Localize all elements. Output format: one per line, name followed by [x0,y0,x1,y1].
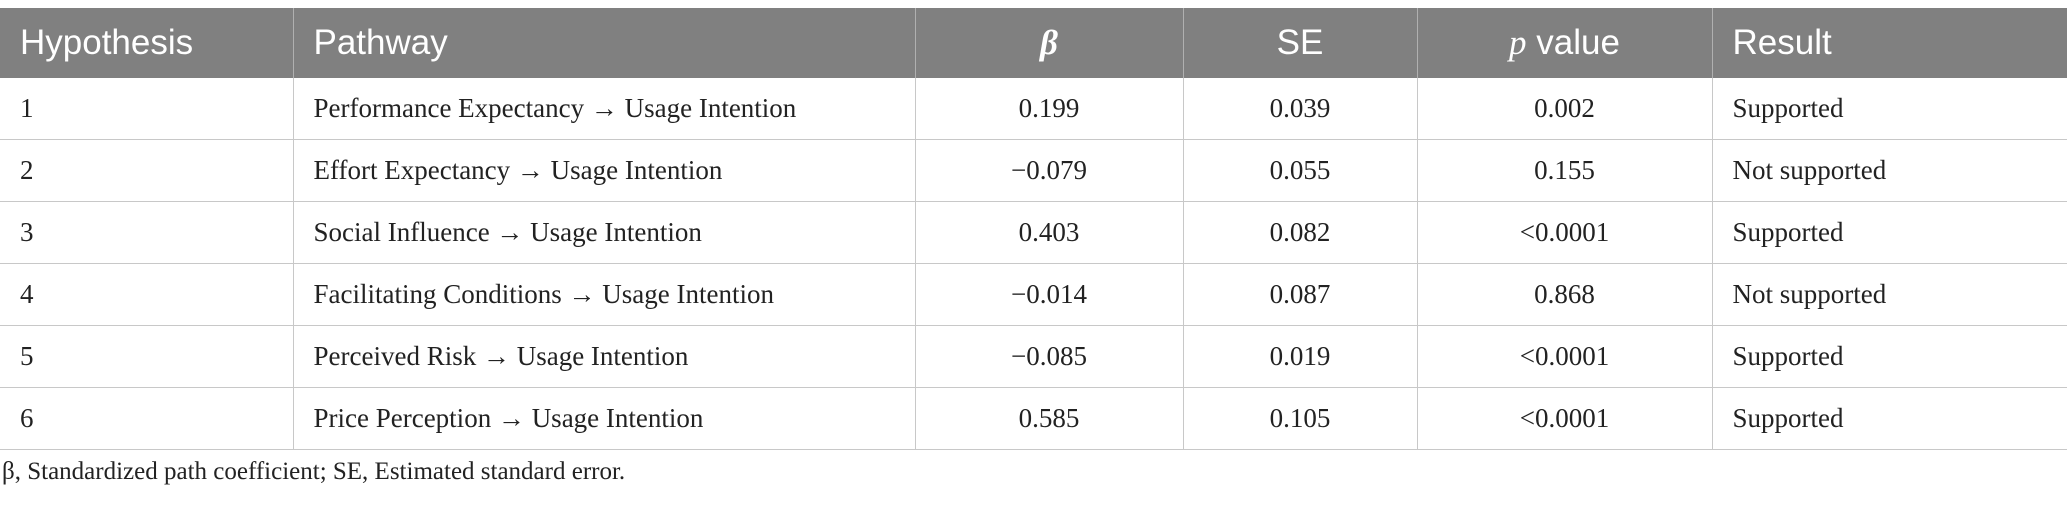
header-beta-symbol: β [1040,23,1058,62]
cell-beta: −0.079 [914,139,1183,202]
table-body: 1 Performance Expectancy → Usage Intentio… [0,78,2067,450]
cell-se: 0.055 [1182,139,1417,202]
cell-hypothesis: 3 [0,201,293,264]
cell-se: 0.082 [1182,201,1417,264]
cell-se: 0.105 [1182,387,1417,450]
cell-hypothesis: 6 [0,387,293,450]
cell-p-value: <0.0001 [1416,325,1712,388]
header-row: Hypothesis Pathway β SE p value Result [0,8,2067,78]
cell-pathway: Perceived Risk → Usage Intention [292,325,915,388]
cell-p-value: <0.0001 [1416,387,1712,450]
cell-se: 0.039 [1182,78,1417,140]
cell-beta: −0.085 [914,325,1183,388]
cell-p-value: 0.155 [1416,139,1712,202]
cell-result: Not supported [1711,263,2067,326]
cell-p-value: 0.868 [1416,263,1712,326]
hypothesis-results-table: Hypothesis Pathway β SE p value Result 1… [0,8,2067,450]
table-footnote: β, Standardized path coefficient; SE, Es… [2,458,626,485]
header-result: Result [1711,8,2067,78]
cell-result: Supported [1711,78,2067,140]
cell-result: Not supported [1711,139,2067,202]
header-p-value: p value [1416,8,1712,78]
cell-p-value: 0.002 [1416,78,1712,140]
results-table-container: Hypothesis Pathway β SE p value Result 1… [0,8,2067,450]
cell-se: 0.087 [1182,263,1417,326]
cell-hypothesis: 1 [0,78,293,140]
cell-beta: 0.403 [914,201,1183,264]
header-pathway: Pathway [292,8,915,78]
header-beta: β [914,8,1183,78]
cell-result: Supported [1711,387,2067,450]
table-header: Hypothesis Pathway β SE p value Result [0,8,2067,78]
cell-pathway: Performance Expectancy → Usage Intention [292,78,915,140]
cell-beta: 0.585 [914,387,1183,450]
cell-beta: −0.014 [914,263,1183,326]
header-p-italic: p [1509,23,1527,62]
header-hypothesis: Hypothesis [0,8,293,78]
cell-p-value: <0.0001 [1416,201,1712,264]
cell-hypothesis: 5 [0,325,293,388]
cell-hypothesis: 2 [0,139,293,202]
header-se: SE [1182,8,1417,78]
table-row: 3 Social Influence → Usage Intention 0.403… [0,201,2067,264]
table-row: 1 Performance Expectancy → Usage Intentio… [0,78,2067,140]
cell-pathway: Social Influence → Usage Intention [292,201,915,264]
cell-result: Supported [1711,201,2067,264]
cell-result: Supported [1711,325,2067,388]
cell-beta: 0.199 [914,78,1183,140]
cell-hypothesis: 4 [0,263,293,326]
table-row: 5 Perceived Risk → Usage Intention −0.085 0… [0,325,2067,388]
table-row: 4 Facilitating Conditions → Usage Intenti… [0,263,2067,326]
cell-pathway: Effort Expectancy → Usage Intention [292,139,915,202]
header-p-suffix: value [1526,23,1620,62]
table-row: 2 Effort Expectancy → Usage Intention −0.0… [0,139,2067,202]
cell-pathway: Facilitating Conditions → Usage Intentio… [292,263,915,326]
table-row: 6 Price Perception → Usage Intention 0.585… [0,387,2067,450]
cell-se: 0.019 [1182,325,1417,388]
cell-pathway: Price Perception → Usage Intention [292,387,915,450]
